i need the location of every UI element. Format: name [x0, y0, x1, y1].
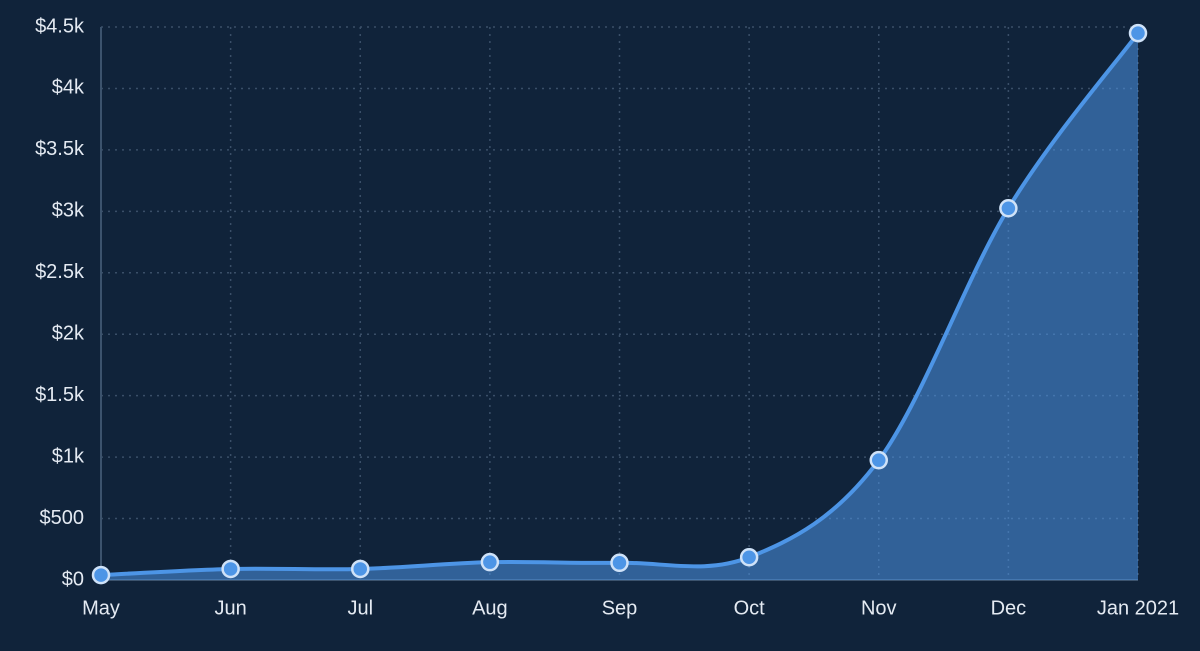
y-tick-label: $3k: [52, 200, 85, 222]
x-tick-label: Jun: [215, 597, 247, 619]
line: [100, 31, 1140, 578]
point: [739, 548, 759, 567]
x-tick-label: Oct: [734, 597, 766, 619]
y-tick-label: $2.5k: [35, 261, 85, 283]
point: [869, 450, 888, 470]
point: [610, 553, 629, 573]
y-tick-label: $500: [40, 507, 85, 529]
x-tick-label: Sep: [602, 597, 638, 619]
y-tick-label: $0: [62, 568, 84, 590]
x-tick-label: Nov: [861, 597, 897, 619]
area-fill: [101, 33, 1138, 580]
x-tick-label: Dec: [991, 597, 1027, 619]
point: [480, 552, 500, 572]
y-tick-label: $1k: [52, 445, 85, 467]
x-tick-label: Aug: [472, 597, 508, 619]
x-tick-label: Jan 2021: [1097, 597, 1179, 619]
y-tick-label: $3.5k: [35, 138, 85, 160]
y-tick-label: $2k: [52, 323, 85, 345]
y-tick-label: $4k: [52, 77, 85, 99]
point: [221, 559, 240, 579]
x-tick-label: Jul: [347, 597, 373, 619]
x-tick-label: May: [82, 597, 120, 619]
point: [999, 199, 1018, 218]
point: [1128, 23, 1148, 43]
point: [351, 559, 370, 579]
point: [91, 565, 111, 585]
y-tick-label: $1.5k: [35, 384, 85, 406]
y-tick-label: $4.5k: [35, 15, 85, 37]
